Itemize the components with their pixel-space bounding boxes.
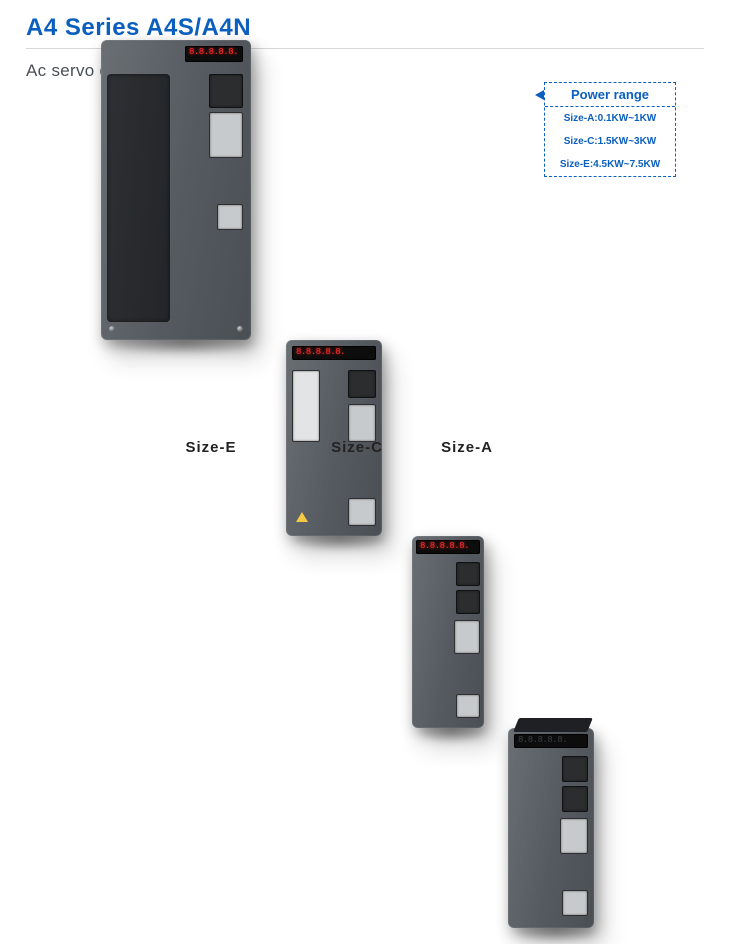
device-size-a (412, 536, 484, 728)
power-range-row: Size-C:1.5KW~3KW (545, 130, 675, 153)
power-range-row: Size-A:0.1KW~1KW (545, 107, 675, 130)
ethernet-port (348, 370, 376, 398)
led-display (292, 346, 376, 360)
device-size-c (286, 340, 382, 536)
top-flap (513, 718, 593, 732)
serial-port (456, 694, 480, 718)
io-connector (348, 404, 376, 442)
power-range-header: Power range (545, 83, 675, 107)
device-label-e: Size-E (166, 439, 256, 456)
ethernet-port (456, 590, 480, 614)
terminal-block (292, 370, 320, 442)
device-label-c: Size-C (312, 439, 402, 456)
io-connector (209, 112, 243, 158)
serial-port (348, 498, 376, 526)
serial-port (217, 204, 243, 230)
io-connector (454, 620, 480, 654)
serial-port (562, 890, 588, 916)
io-connector (560, 818, 588, 854)
screw-icon (237, 326, 243, 332)
ethernet-port (456, 562, 480, 586)
device-label-a: Size-A (422, 439, 512, 456)
vent-panel (107, 74, 170, 322)
led-display (185, 46, 243, 62)
power-range-row: Size-E:4.5KW~7.5KW (545, 153, 675, 176)
power-range-box: Power range Size-A:0.1KW~1KW Size-C:1.5K… (544, 82, 676, 177)
screw-icon (109, 326, 115, 332)
device-size-e (101, 40, 251, 340)
warning-icon (296, 512, 308, 522)
device-unlabeled (508, 728, 594, 928)
led-display (514, 734, 588, 748)
ethernet-port (562, 756, 588, 782)
ethernet-port (209, 74, 243, 108)
ethernet-port (562, 786, 588, 812)
led-display (416, 540, 480, 554)
